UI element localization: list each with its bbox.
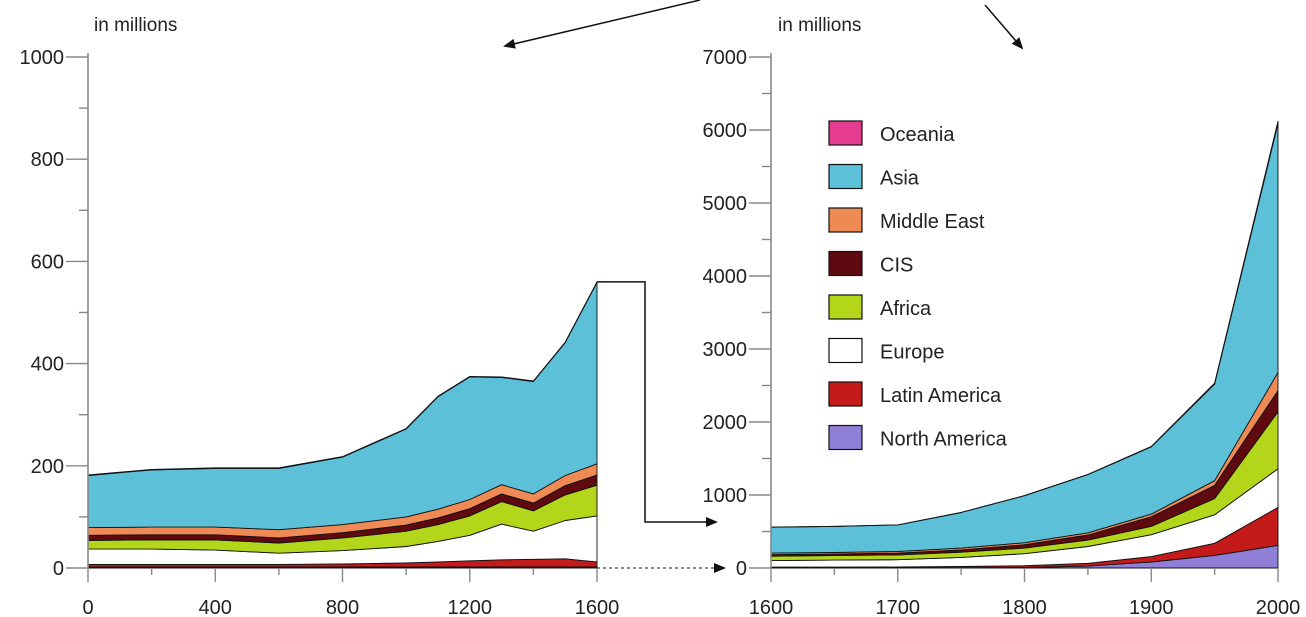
y-tick-label-left-1000: 1000 <box>20 47 65 69</box>
legend-label-cis: CIS <box>880 255 913 277</box>
legend: Oceania Asia Middle East CIS Africa Europe Lat… <box>828 120 1008 451</box>
y-tick-label-left-600: 600 <box>31 251 64 273</box>
y-tick-label-right-7000: 7000 <box>703 47 748 69</box>
x-tick-label-right-1800: 1800 <box>1002 597 1047 617</box>
legend-swatch-cis <box>828 250 863 277</box>
x-tick-label-right-1600: 1600 <box>749 597 794 617</box>
left-axes: 0 200 400 600 800 1000 0 400 800 1200 1600 <box>20 47 620 617</box>
x-tick-label-left-1600: 1600 <box>575 597 620 617</box>
y-tick-label-left-200: 200 <box>31 456 64 478</box>
y-tick-label-right-1000: 1000 <box>703 485 748 507</box>
y-tick-label-right-4000: 4000 <box>703 266 748 288</box>
x-tick-label-right-2000: 2000 <box>1256 597 1301 617</box>
y-tick-label-left-0: 0 <box>53 558 64 580</box>
arrow-to-left-chart <box>503 0 701 49</box>
top-pointer-arrows <box>503 0 1024 50</box>
legend-label-north-america: North America <box>880 429 1008 451</box>
x-tick-label-left-800: 800 <box>326 597 359 617</box>
legend-label-middle-east: Middle East <box>880 211 985 233</box>
y-tick-label-right-0: 0 <box>736 558 747 580</box>
chart-left: in millions 0 200 400 600 800 1000 0 400 800 1200… <box>20 15 620 617</box>
legend-swatch-north-america <box>828 424 863 451</box>
legend-swatch-middle-east <box>828 207 863 233</box>
area-right-oceania <box>770 120 1279 528</box>
legend-label-asia: Asia <box>880 168 920 190</box>
x-tick-label-right-1700: 1700 <box>876 597 921 617</box>
connector-upper-arrow <box>597 281 718 527</box>
legend-swatch-africa <box>828 294 863 320</box>
legend-swatch-asia <box>828 163 863 190</box>
legend-swatch-latin-america <box>828 381 863 407</box>
y-tick-label-right-6000: 6000 <box>703 120 748 142</box>
legend-label-europe: Europe <box>880 342 945 364</box>
legend-label-africa: Africa <box>880 298 932 320</box>
x-tick-label-left-400: 400 <box>199 597 232 617</box>
legend-label-oceania: Oceania <box>880 124 955 146</box>
y-tick-label-right-2000: 2000 <box>703 412 748 434</box>
legend-label-latin-america: Latin America <box>880 385 1002 407</box>
legend-swatch-oceania <box>828 120 863 146</box>
x-tick-label-left-1200: 1200 <box>448 597 493 617</box>
legend-swatch-europe <box>828 337 863 364</box>
y-tick-label-right-3000: 3000 <box>703 339 748 361</box>
y-tick-label-right-5000: 5000 <box>703 193 748 215</box>
chart-right: in millions 0 1000 2000 3000 4000 5000 6000 700… <box>703 15 1301 617</box>
period-connector <box>597 281 726 573</box>
x-tick-label-right-1900: 1900 <box>1129 597 1174 617</box>
y-tick-label-left-400: 400 <box>31 354 64 376</box>
unit-label-left: in millions <box>94 15 177 36</box>
arrow-to-right-chart <box>984 4 1024 50</box>
left-stacked-areas <box>87 281 598 569</box>
right-axes: 0 1000 2000 3000 4000 5000 6000 7000 1600 1700 180… <box>703 47 1301 617</box>
unit-label-right: in millions <box>778 15 861 36</box>
x-tick-label-left-0: 0 <box>82 597 93 617</box>
y-tick-label-left-800: 800 <box>31 149 64 171</box>
